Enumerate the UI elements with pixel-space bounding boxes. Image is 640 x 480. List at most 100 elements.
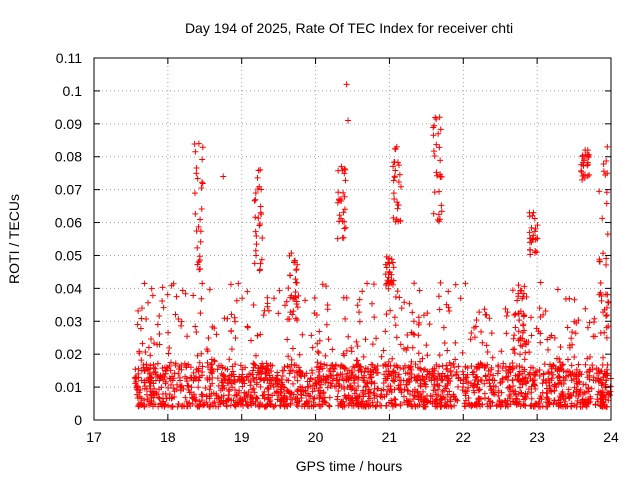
data-point	[310, 395, 317, 402]
data-point	[140, 361, 147, 368]
data-point	[311, 394, 318, 401]
data-point	[430, 387, 437, 394]
data-point	[145, 299, 152, 306]
data-point	[520, 322, 527, 329]
data-point	[555, 397, 562, 404]
data-point	[471, 380, 478, 387]
data-point	[503, 330, 510, 337]
data-point	[138, 401, 145, 408]
data-point	[278, 388, 285, 395]
data-point	[603, 261, 610, 268]
data-point	[265, 386, 272, 393]
data-point	[287, 272, 294, 279]
data-point	[437, 174, 444, 181]
data-point	[380, 347, 387, 354]
data-point	[556, 393, 563, 400]
data-point	[287, 394, 294, 401]
data-point	[213, 331, 220, 338]
data-point	[378, 391, 385, 398]
data-point	[278, 376, 285, 383]
data-point	[500, 360, 507, 367]
data-point	[433, 169, 440, 176]
x-tick-label: 21	[382, 429, 398, 445]
data-point	[511, 350, 518, 357]
data-point	[436, 114, 443, 121]
data-point	[172, 360, 179, 367]
data-point	[228, 346, 235, 353]
data-point	[316, 384, 323, 391]
data-point	[578, 168, 585, 175]
data-point	[369, 361, 376, 368]
data-point	[602, 377, 609, 384]
data-point	[134, 321, 141, 328]
data-point	[291, 259, 298, 266]
data-point	[274, 369, 281, 376]
data-point	[556, 355, 563, 362]
data-point	[431, 398, 438, 405]
data-point	[258, 256, 265, 263]
data-point	[371, 395, 378, 402]
data-point	[414, 377, 421, 384]
data-point	[175, 401, 182, 408]
data-point	[420, 312, 427, 319]
data-point	[294, 377, 301, 384]
data-point	[478, 377, 485, 384]
data-point	[188, 384, 195, 391]
data-point	[376, 402, 383, 409]
data-point	[321, 361, 328, 368]
data-point	[586, 171, 593, 178]
data-point	[506, 392, 513, 399]
data-point	[385, 358, 392, 365]
data-point	[568, 392, 575, 399]
data-point	[226, 376, 233, 383]
data-point	[373, 403, 380, 410]
data-point	[329, 346, 336, 353]
data-point	[152, 369, 159, 376]
data-point	[194, 261, 201, 268]
data-point	[202, 384, 209, 391]
data-point	[528, 389, 535, 396]
y-tick-label: 0.01	[55, 379, 82, 395]
data-point	[193, 366, 200, 373]
data-point	[172, 311, 179, 318]
x-axis-label: GPS time / hours	[296, 458, 403, 474]
data-point	[380, 362, 387, 369]
data-point	[317, 390, 324, 397]
data-point	[515, 328, 522, 335]
data-point	[394, 199, 401, 206]
data-point	[218, 362, 225, 369]
data-point	[245, 377, 252, 384]
data-point	[599, 215, 606, 222]
data-point	[345, 377, 352, 384]
data-point	[455, 383, 461, 390]
data-point	[573, 320, 580, 327]
data-point	[390, 264, 397, 271]
data-point	[373, 335, 380, 342]
data-point	[450, 360, 457, 367]
data-point	[462, 280, 469, 287]
data-point	[244, 323, 251, 330]
data-point	[289, 380, 296, 387]
data-point	[603, 189, 610, 196]
data-point	[250, 375, 257, 382]
data-point	[416, 287, 423, 294]
data-point	[296, 370, 303, 377]
data-point	[137, 393, 144, 400]
data-point	[403, 397, 410, 404]
data-point	[433, 361, 440, 368]
data-point	[221, 385, 228, 392]
data-point	[220, 372, 227, 379]
data-point	[356, 309, 363, 316]
data-point	[392, 402, 399, 409]
data-point	[515, 376, 522, 383]
data-point	[548, 377, 555, 384]
data-point	[197, 228, 204, 235]
data-point	[177, 387, 184, 394]
data-point	[406, 398, 413, 405]
data-point	[491, 377, 498, 384]
data-point	[393, 143, 400, 150]
data-point	[192, 148, 199, 155]
data-point	[383, 280, 390, 287]
data-point	[482, 363, 489, 370]
data-point	[250, 367, 257, 374]
